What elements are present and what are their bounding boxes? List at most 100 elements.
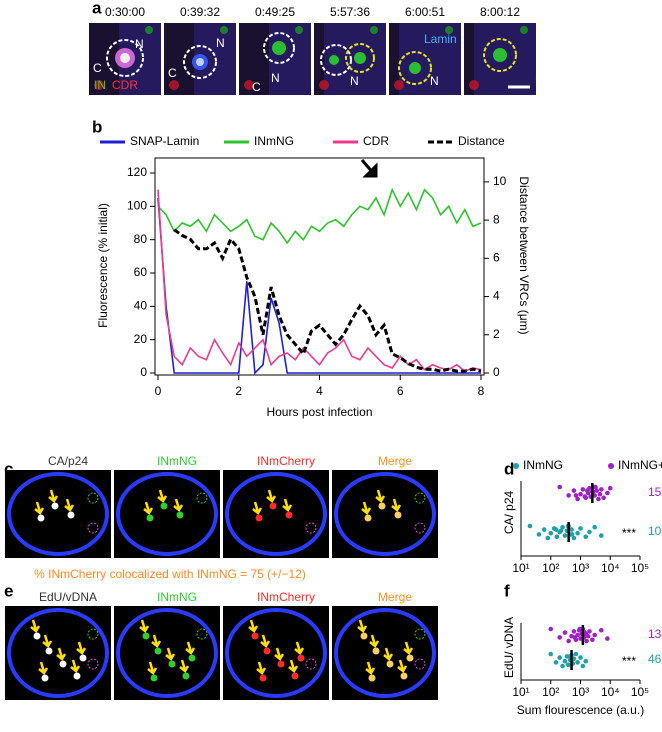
signal-spot: [169, 80, 179, 90]
roi-circle: [263, 32, 295, 64]
spot: [73, 672, 81, 680]
x-axis-label: Sum flourescence (a.u.): [517, 703, 644, 717]
spot: [160, 502, 168, 510]
signal-spot: [394, 80, 404, 90]
x-tick-label: 10²: [542, 561, 559, 575]
pointer-arrow: [143, 501, 154, 515]
data-point: [572, 635, 578, 640]
data-point: [575, 660, 580, 665]
image-label: N: [430, 74, 439, 88]
spot: [277, 660, 285, 668]
spot: [146, 514, 154, 522]
panel-label: c: [4, 459, 13, 478]
roi-circle: [87, 628, 99, 640]
timepoint: 5:57:36: [330, 5, 370, 19]
data-point: [527, 523, 533, 529]
pointer-arrow: [76, 641, 87, 655]
spot: [45, 647, 53, 655]
pointer-arrow: [173, 498, 184, 512]
pointer-arrow: [260, 634, 271, 648]
count-label: 154: [648, 485, 662, 499]
data-point: [585, 488, 590, 493]
data-point: [557, 484, 563, 490]
y-tick-label: 0: [140, 365, 147, 379]
data-point: [560, 524, 565, 530]
channel-label: INmNG: [157, 590, 197, 604]
image-label: C: [168, 66, 177, 80]
roi-circle: [398, 51, 432, 85]
x-tick-label: 2: [235, 384, 242, 398]
data-point: [598, 627, 604, 633]
pointer-arrow: [248, 619, 259, 633]
data-point: [583, 658, 589, 664]
data-point: [583, 534, 589, 540]
spot: [188, 654, 196, 662]
data-point: [575, 530, 580, 536]
panel-label: a: [92, 0, 102, 17]
series-line: [157, 187, 482, 245]
data-point: [582, 494, 588, 499]
spot: [400, 672, 408, 680]
data-point: [541, 527, 547, 532]
data-point: [587, 629, 592, 634]
pointer-arrow: [274, 647, 285, 661]
roi-circle: [414, 522, 426, 534]
x-tick-label: 10¹: [512, 561, 529, 575]
timepoint: 0:49:25: [255, 5, 295, 19]
image-label: N: [271, 71, 280, 85]
image-label: N: [535, 72, 544, 86]
pointer-arrow: [252, 501, 263, 515]
roi-circle: [196, 492, 208, 504]
spot: [33, 632, 41, 640]
timepoint: 6:00:51: [405, 5, 445, 19]
signal-spot: [520, 26, 528, 34]
data-point: [557, 635, 563, 640]
data-point: [597, 491, 603, 497]
channel-label: Merge: [378, 454, 412, 468]
x-tick-label: 10³: [572, 561, 589, 575]
data-point: [583, 631, 589, 637]
pointer-arrow: [139, 619, 150, 633]
pointer-arrow: [375, 489, 386, 503]
x-tick-label: 6: [397, 384, 404, 398]
signal-spot: [145, 26, 153, 34]
data-point: [536, 532, 542, 537]
data-point: [594, 488, 599, 493]
nucleus-region: [269, 23, 311, 95]
series-line: [157, 197, 481, 375]
spot: [372, 647, 380, 655]
series-line: [157, 189, 482, 373]
x-tick-label: 0: [155, 384, 162, 398]
y2-tick-label: 8: [493, 212, 500, 226]
signal-spot: [319, 80, 329, 90]
signal-spot: [445, 26, 453, 34]
signal-spot: [272, 41, 286, 55]
data-point: [562, 533, 568, 538]
roi-circle: [87, 492, 99, 504]
data-point: [571, 535, 577, 541]
spot: [386, 660, 394, 668]
data-point: [562, 630, 568, 635]
image-label: Lamin: [424, 32, 457, 46]
spot: [154, 647, 162, 655]
nuclear-envelope: [225, 608, 327, 698]
y2-tick-label: 2: [493, 327, 500, 341]
roi-circle: [414, 658, 426, 670]
y2-tick-label: 4: [493, 289, 500, 303]
x-axis-label: Hours post infection: [266, 405, 372, 419]
data-point: [569, 527, 574, 532]
data-point: [553, 660, 559, 665]
signal-spot: [409, 62, 421, 74]
spot: [269, 502, 277, 510]
roi-circle: [196, 628, 208, 640]
data-point: [565, 662, 571, 668]
y-tick-label: 40: [134, 299, 148, 313]
pointer-arrow: [397, 659, 408, 673]
timepoint: 8:00:12: [480, 5, 520, 19]
image-label: N: [350, 74, 359, 88]
nuclear-envelope: [7, 472, 109, 556]
data-point: [557, 655, 563, 660]
channel-label: CA/p24: [48, 454, 88, 468]
panel-label: f: [504, 581, 510, 600]
pointer-arrow: [365, 661, 376, 675]
